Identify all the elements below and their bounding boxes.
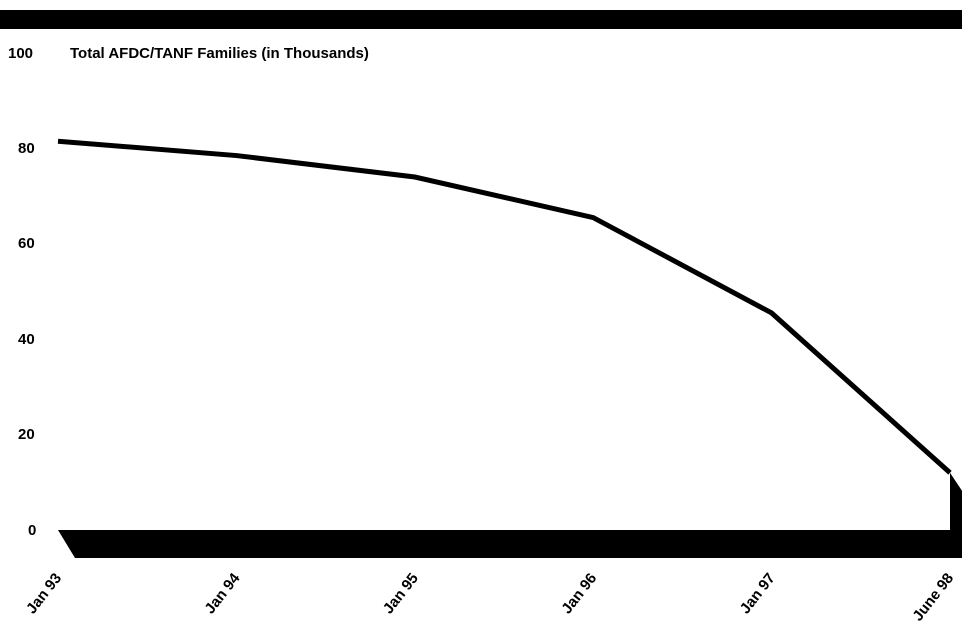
x-tick-labels: Jan 93 Jan 94 Jan 95 Jan 96 Jan 97 June 98 [23, 569, 957, 624]
chart-floor [58, 472, 962, 558]
end-wall [950, 472, 962, 558]
x-tick-label: Jan 93 [23, 570, 65, 617]
y-tick-label-80: 80 [18, 140, 35, 157]
series-line [57, 138, 952, 475]
y-tick-label-20: 20 [18, 426, 35, 443]
floor-band [58, 530, 950, 558]
chart-marks [57, 138, 952, 475]
y-tick-label-0: 0 [28, 522, 37, 539]
y-tick-label-40: 40 [18, 331, 35, 348]
top-bar [0, 10, 962, 29]
y-tick-label-100: 100 [8, 45, 34, 62]
x-tick-label: Jan 96 [558, 570, 600, 617]
y-tick-label-60: 60 [18, 235, 35, 252]
x-tick-label: June 98 [909, 570, 957, 624]
x-tick-label: Jan 95 [380, 570, 422, 617]
x-tick-label: Jan 97 [737, 570, 779, 617]
chart-title: Total AFDC/TANF Families (in Thousands) [70, 45, 369, 62]
x-tick-label: Jan 94 [201, 569, 244, 617]
